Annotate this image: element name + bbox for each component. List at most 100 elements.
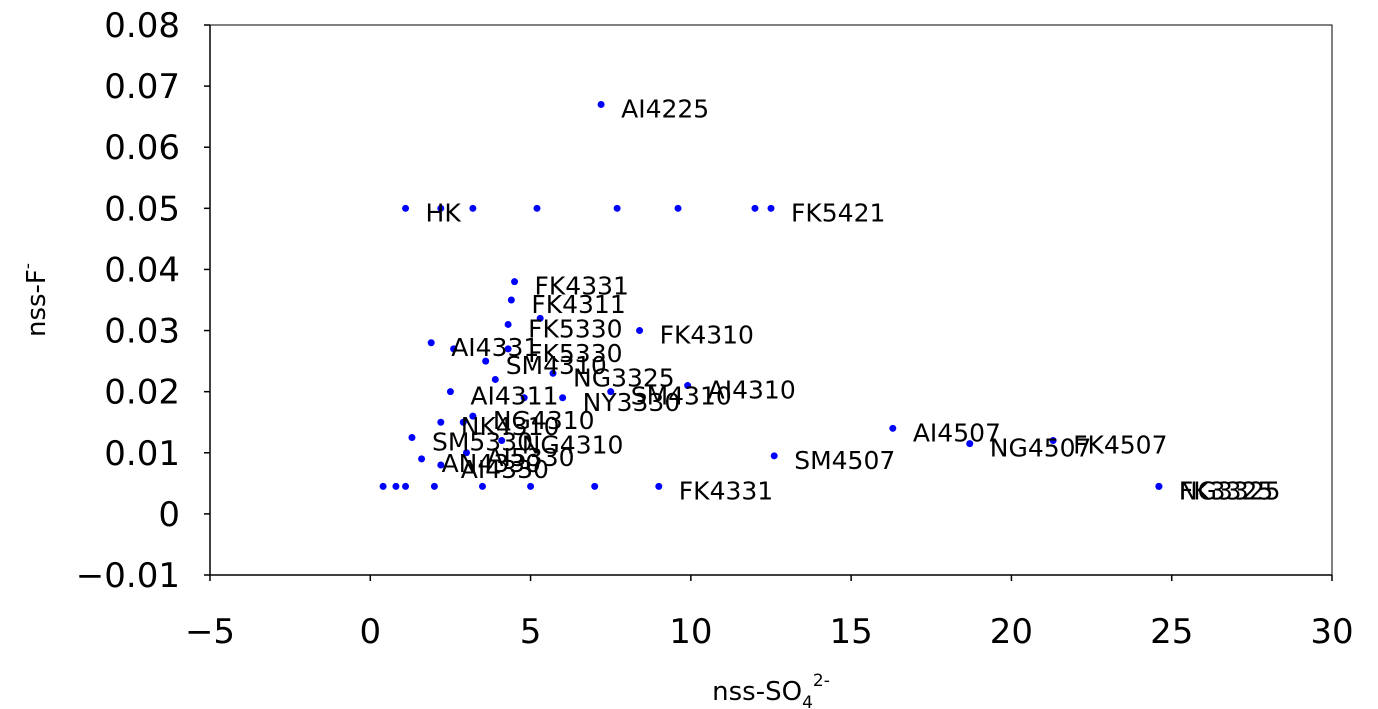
data-point [636, 327, 644, 335]
data-point [533, 204, 541, 212]
y-tick-label: 0.07 [104, 67, 180, 107]
data-point [1155, 482, 1163, 490]
data-label: AI4311 [470, 382, 558, 411]
data-label: SM4310 [506, 351, 607, 380]
x-tick-label: 5 [520, 612, 542, 652]
y-tick-label: 0.02 [104, 373, 180, 413]
data-point [427, 339, 435, 347]
data-label: FK5330 [528, 339, 622, 368]
data-label: NG4507 [990, 434, 1092, 463]
data-point [450, 345, 458, 353]
data-label: AI4225 [621, 94, 709, 123]
data-label: FK5421 [791, 198, 885, 227]
data-label: AI4331 [451, 333, 539, 362]
x-axis-title-sub: 4 [802, 693, 813, 709]
y-axis-title-base: nss-F [22, 269, 52, 337]
data-point [408, 434, 416, 441]
x-tick-label: 0 [359, 612, 381, 652]
data-point [767, 204, 775, 212]
data-point [437, 461, 445, 469]
x-axis-ticks: −5 0 5 10 15 20 25 30 [185, 575, 1354, 652]
data-point [482, 357, 490, 365]
data-label: NG4310 [493, 406, 595, 435]
data-point [491, 375, 499, 383]
data-point [966, 440, 974, 448]
data-label: FK4331 [679, 476, 773, 505]
data-point [459, 418, 467, 426]
data-label: AI4310 [708, 376, 796, 405]
data-point [402, 482, 410, 490]
x-tick-label: 30 [1310, 612, 1353, 652]
data-label: FK4507 [1073, 431, 1167, 460]
y-tick-label: 0.08 [104, 6, 180, 46]
data-label: HK [426, 198, 462, 227]
x-tick-label: 25 [1150, 612, 1193, 652]
data-point [591, 482, 599, 490]
data-label: AI4507 [913, 418, 1001, 447]
x-tick-label: 20 [990, 612, 1033, 652]
y-tick-label: 0.05 [104, 189, 180, 229]
y-tick-label: 0.01 [104, 434, 180, 474]
x-axis-title: nss-SO42- [712, 671, 830, 709]
data-label: NG4310 [522, 431, 624, 460]
data-label: FK5330 [528, 314, 622, 343]
data-point [655, 482, 663, 490]
data-points [379, 100, 1163, 490]
data-point [674, 204, 682, 212]
data-label: AI4330 [461, 455, 549, 484]
data-point [446, 388, 454, 396]
data-point [437, 418, 445, 426]
data-point [889, 424, 897, 432]
data-point [504, 345, 512, 353]
data-point [613, 204, 621, 212]
data-point [504, 320, 512, 328]
x-tick-label: −5 [185, 612, 235, 652]
data-point [498, 437, 506, 445]
y-tick-label: −0.01 [76, 556, 180, 596]
data-label: NY3330 [583, 388, 681, 417]
y-tick-label: 0.06 [104, 128, 180, 168]
x-tick-label: 10 [669, 612, 712, 652]
data-label: FK4331 [535, 272, 629, 301]
data-point [607, 388, 615, 396]
y-axis-title: nss-F- [18, 263, 52, 337]
data-point [478, 482, 486, 490]
data-point [507, 296, 515, 304]
data-point [1049, 437, 1057, 445]
data-label: SM4310 [631, 382, 732, 411]
data-point [392, 482, 400, 490]
x-axis-title-sup: 2- [813, 671, 830, 691]
data-point [418, 455, 426, 463]
y-tick-label: 0 [158, 495, 180, 535]
data-label: FK4310 [660, 321, 754, 350]
data-label: AI5330 [486, 443, 574, 472]
data-label: FK4311 [531, 290, 625, 319]
data-point [536, 314, 544, 322]
data-point [511, 278, 519, 286]
data-label: FK3325 [1179, 476, 1273, 505]
data-label: NG3325 [573, 363, 675, 392]
data-point [430, 482, 438, 490]
data-point [527, 482, 535, 490]
x-axis-title-base: nss-SO [712, 677, 802, 707]
data-label: SM4507 [794, 446, 895, 475]
data-point [549, 369, 557, 377]
data-point [520, 394, 528, 402]
data-point [437, 204, 445, 212]
data-point [770, 452, 778, 460]
y-tick-label: 0.04 [104, 250, 180, 290]
data-point [469, 204, 477, 212]
data-label: AN4330 [442, 449, 541, 478]
data-label: NK4310 [461, 412, 560, 441]
y-axis-title-sup: - [18, 263, 38, 269]
data-point [462, 449, 470, 457]
data-label: SM5330 [432, 428, 533, 457]
y-axis-ticks: −0.01 0 0.01 0.02 0.03 0.04 0.05 0.06 0.07 0.08 [76, 6, 210, 596]
data-point [469, 412, 477, 420]
x-tick-label: 15 [830, 612, 873, 652]
data-point [559, 394, 567, 402]
data-label: NG3325 [1179, 476, 1281, 505]
